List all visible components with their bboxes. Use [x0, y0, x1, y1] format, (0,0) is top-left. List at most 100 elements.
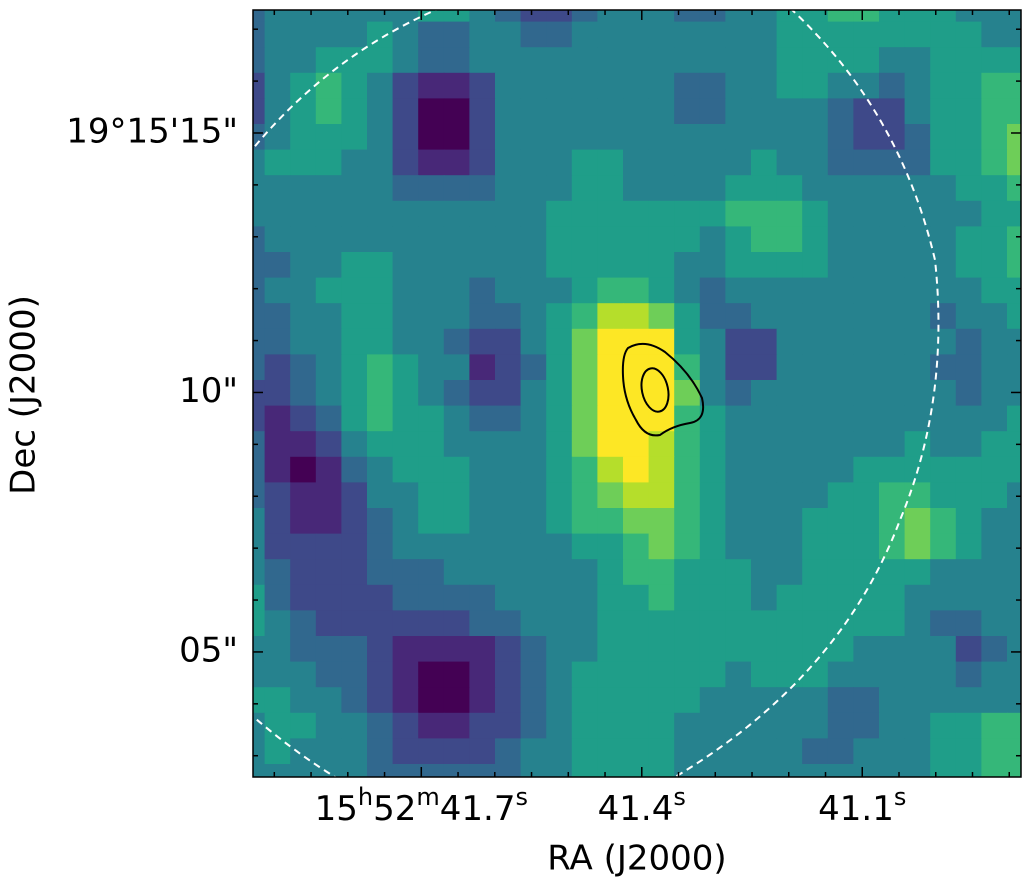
pixel [290, 661, 317, 688]
y-tick-label: 05" [179, 630, 238, 670]
pixel [725, 533, 752, 560]
pixel [469, 124, 496, 151]
pixel [443, 72, 470, 99]
pixel [443, 559, 470, 586]
pixel [520, 712, 547, 739]
pixel [725, 124, 752, 151]
pixel [699, 482, 726, 509]
pixel [827, 764, 854, 777]
pixel [776, 661, 803, 688]
pixel [879, 687, 906, 714]
pixel [264, 559, 291, 586]
pixel [443, 508, 470, 535]
pixel [879, 47, 906, 74]
pixel [699, 252, 726, 279]
pixel [981, 508, 1008, 535]
pixel [418, 354, 445, 381]
pixel [853, 405, 880, 432]
contour-outer [621, 342, 705, 437]
pixel [253, 661, 266, 688]
pixel [520, 482, 547, 509]
pixel [264, 764, 291, 777]
pixel [930, 610, 957, 637]
pixel [341, 405, 368, 432]
pixel [827, 47, 854, 74]
pixel [520, 764, 547, 777]
pixel [443, 380, 470, 407]
pixel [443, 405, 470, 432]
pixel [827, 559, 854, 586]
pixel [520, 124, 547, 151]
pixel [597, 149, 624, 176]
pixel [751, 252, 778, 279]
pixel [751, 738, 778, 765]
pixel [392, 738, 419, 765]
pixel [879, 252, 906, 279]
pixel [827, 98, 854, 125]
pixel [879, 226, 906, 253]
pixel [853, 636, 880, 663]
pixel [264, 687, 291, 714]
pixel [802, 354, 829, 381]
pixel [699, 610, 726, 637]
pixel [571, 328, 598, 355]
pixel [253, 687, 266, 714]
pixel [443, 98, 470, 125]
pixel [853, 149, 880, 176]
pixel [546, 405, 573, 432]
pixel [253, 610, 266, 637]
pixel [802, 303, 829, 330]
pixel [879, 303, 906, 330]
pixel [699, 200, 726, 227]
pixel [648, 610, 675, 637]
pixel [571, 712, 598, 739]
y-tick-label: 19°15'15" [66, 111, 238, 151]
pixel [955, 328, 982, 355]
pixel [253, 405, 266, 432]
pixel [315, 482, 342, 509]
pixel [597, 21, 624, 48]
pixel [827, 354, 854, 381]
pixel [290, 149, 317, 176]
pixel [571, 98, 598, 125]
pixel [520, 508, 547, 535]
pixel [392, 380, 419, 407]
pixel [367, 354, 394, 381]
pixel [802, 764, 829, 777]
pixel [253, 10, 266, 23]
pixel [981, 610, 1008, 637]
pixel [853, 200, 880, 227]
pixel [1007, 508, 1021, 535]
pixel [981, 687, 1008, 714]
pixel [930, 584, 957, 611]
pixel [253, 47, 266, 74]
pixel [418, 636, 445, 663]
pixel [802, 508, 829, 535]
pixel [725, 610, 752, 637]
pixel [1007, 405, 1021, 432]
pixel [264, 200, 291, 227]
pixel [853, 687, 880, 714]
pixel [392, 482, 419, 509]
pixel [253, 277, 266, 304]
pixel [597, 405, 624, 432]
pixel [520, 252, 547, 279]
pixel [623, 252, 650, 279]
pixel [469, 687, 496, 714]
pixel [469, 10, 496, 23]
pixel [443, 226, 470, 253]
pixel [981, 21, 1008, 48]
pixel [315, 508, 342, 535]
pixel [648, 277, 675, 304]
pixel [751, 226, 778, 253]
pixel [571, 764, 598, 777]
pixel [802, 712, 829, 739]
pixel [315, 98, 342, 125]
pixel [367, 47, 394, 74]
pixel [418, 687, 445, 714]
pixel [597, 226, 624, 253]
pixel [623, 456, 650, 483]
pixel [571, 149, 598, 176]
pixel [904, 636, 931, 663]
pixel [597, 124, 624, 151]
